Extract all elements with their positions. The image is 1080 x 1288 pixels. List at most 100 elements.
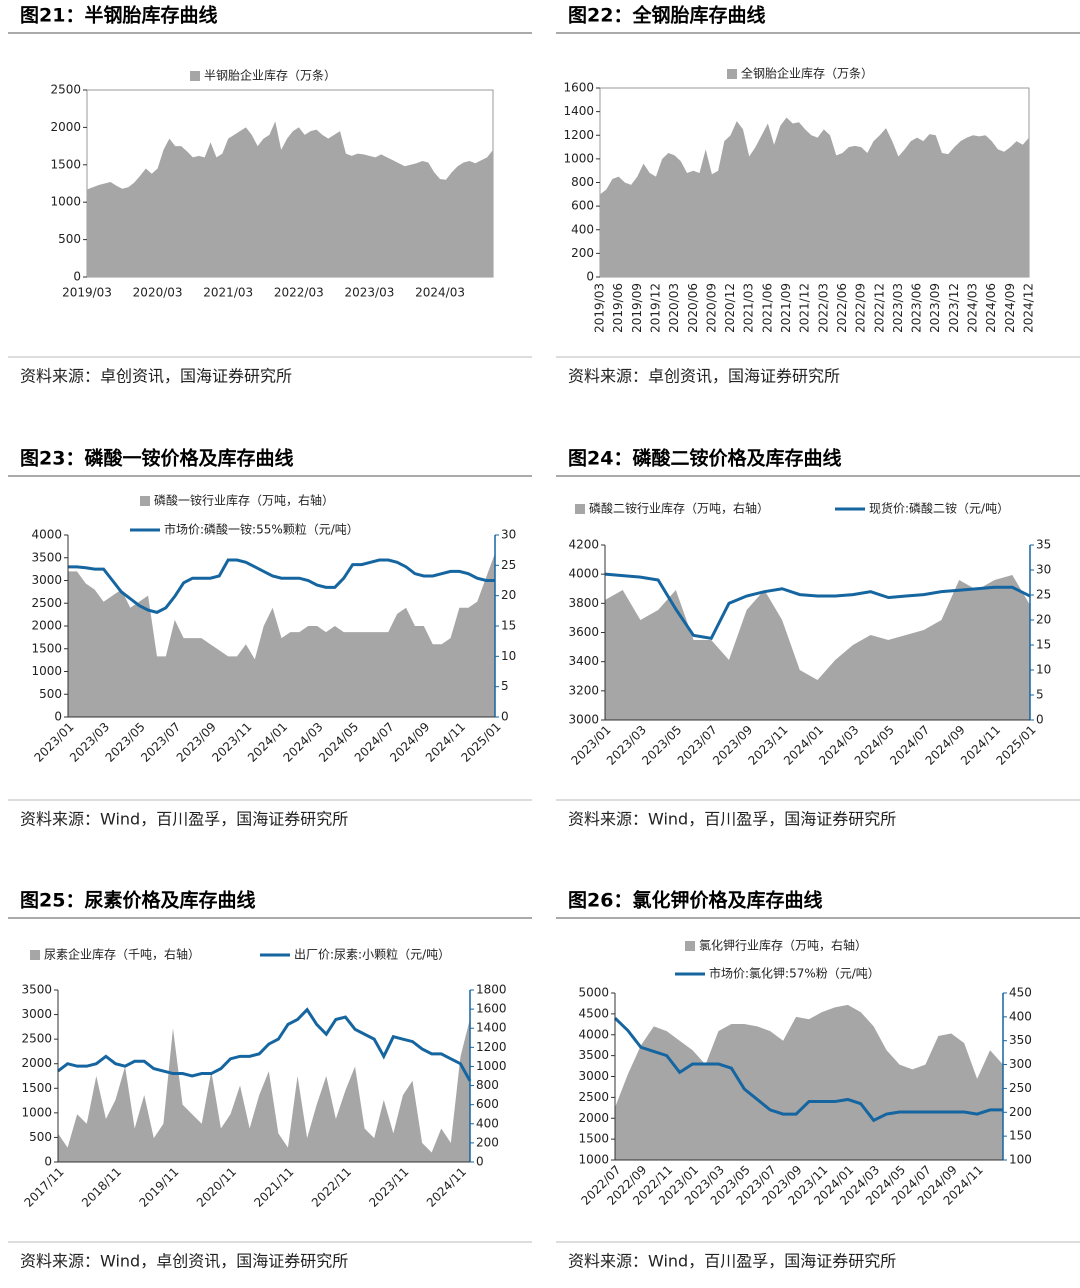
y-tick-label: 2000	[50, 120, 81, 134]
x-tick-label: 2019/06	[611, 283, 625, 333]
figure-title: 图24：磷酸二铵价格及库存曲线	[568, 447, 841, 470]
x-tick-label: 2022/06	[835, 283, 849, 333]
x-tick-label: 2020/06	[686, 283, 700, 333]
x-tick-label: 2022/03	[274, 286, 324, 300]
x-tick-label: 2022/03	[816, 283, 830, 333]
area	[605, 575, 1030, 720]
x-tick-label: 2018/11	[79, 1165, 124, 1210]
y-tick-label: 4200	[568, 538, 599, 552]
y-tick-label: 3600	[568, 625, 599, 639]
legend-swatch	[190, 71, 200, 81]
legend-label: 磷酸二铵行业库存（万吨，右轴）	[589, 501, 769, 516]
legend-swatch	[30, 950, 40, 960]
source-note: 资料来源：Wind，百川盈孚，国海证券研究所	[20, 810, 348, 829]
y-tick-label: 200	[571, 246, 594, 260]
y2-tick-label: 5	[501, 679, 509, 693]
y2-tick-label: 20	[501, 588, 516, 602]
x-tick-label: 2024/03	[415, 286, 465, 300]
x-tick-label: 2020/11	[194, 1165, 239, 1210]
figure-title: 图25：尿素价格及库存曲线	[20, 889, 255, 912]
area	[600, 117, 1029, 277]
legend-label: 市场价:磷酸一铵:55%颗粒（元/吨）	[164, 522, 359, 537]
x-tick-label: 2023/03	[345, 286, 395, 300]
x-tick-label: 2023/09	[928, 283, 942, 333]
y2-tick-label: 1200	[476, 1040, 507, 1054]
x-tick-label: 2023/06	[910, 283, 924, 333]
area	[615, 1004, 1003, 1160]
y2-tick-label: 150	[1009, 1129, 1032, 1143]
y2-tick-label: 200	[1009, 1105, 1032, 1119]
y-tick-label: 1000	[21, 1105, 52, 1119]
legend-label: 全钢胎企业库存（万条）	[741, 66, 873, 81]
x-tick-label: 2023/03	[891, 283, 905, 333]
x-tick-label: 2024/12	[1022, 283, 1036, 333]
x-tick-label: 2025/01	[458, 720, 503, 765]
area	[87, 121, 493, 277]
y-tick-label: 3500	[31, 550, 62, 564]
y-tick-label: 4000	[578, 1027, 609, 1041]
y-tick-label: 1600	[563, 81, 594, 95]
x-tick-label: 2019/09	[630, 283, 644, 333]
area	[58, 1018, 470, 1162]
y-tick-label: 2500	[31, 596, 62, 610]
y2-tick-label: 250	[1009, 1081, 1032, 1095]
y-tick-label: 0	[586, 270, 594, 284]
y-tick-label: 3000	[578, 1069, 609, 1083]
y-tick-label: 1400	[563, 104, 594, 118]
legend-swatch	[140, 496, 150, 506]
y2-tick-label: 15	[501, 619, 516, 633]
y-tick-label: 500	[29, 1130, 52, 1144]
y-tick-label: 1500	[21, 1081, 52, 1095]
y-tick-label: 800	[571, 175, 594, 189]
x-tick-label: 2023/12	[947, 283, 961, 333]
y2-tick-label: 10	[501, 649, 516, 663]
y-tick-label: 4500	[578, 1006, 609, 1020]
source-note: 资料来源：卓创资讯，国海证券研究所	[568, 367, 840, 386]
y2-tick-label: 0	[501, 710, 509, 724]
legend-label: 出厂价:尿素:小颗粒（元/吨）	[294, 947, 450, 962]
y-tick-label: 500	[58, 232, 81, 246]
y-tick-label: 0	[73, 270, 81, 284]
y-tick-label: 0	[54, 710, 62, 724]
y2-tick-label: 30	[501, 528, 516, 542]
x-tick-label: 2021/03	[742, 283, 756, 333]
y2-tick-label: 1600	[476, 1002, 507, 1016]
x-tick-label: 2019/03	[62, 286, 112, 300]
x-tick-label: 2024/11	[424, 1165, 469, 1210]
y-tick-label: 3000	[568, 713, 599, 727]
y-tick-label: 3000	[21, 1007, 52, 1021]
x-tick-label: 2019/03	[593, 283, 607, 333]
x-tick-label: 2021/11	[251, 1165, 296, 1210]
y-tick-label: 3400	[568, 654, 599, 668]
y2-tick-label: 600	[476, 1097, 499, 1111]
x-tick-label: 2020/03	[667, 283, 681, 333]
y-tick-label: 1000	[578, 1153, 609, 1167]
line	[613, 1016, 1003, 1123]
y-tick-label: 2000	[21, 1056, 52, 1070]
x-tick-label: 2020/09	[704, 283, 718, 333]
y2-tick-label: 800	[476, 1078, 499, 1092]
x-tick-label: 2019/12	[648, 283, 662, 333]
y2-tick-label: 25	[1036, 588, 1051, 602]
x-tick-label: 2021/06	[760, 283, 774, 333]
x-tick-label: 2017/11	[21, 1165, 66, 1210]
x-tick-label: 2021/09	[779, 283, 793, 333]
x-tick-label: 2024/03	[966, 283, 980, 333]
legend-label: 尿素企业库存（千吨，右轴）	[44, 947, 200, 962]
x-tick-label: 2021/03	[203, 286, 253, 300]
x-tick-label: 2019/11	[136, 1165, 181, 1210]
legend-label: 半钢胎企业库存（万条）	[204, 68, 336, 83]
figure-title: 图22：全钢胎库存曲线	[568, 4, 765, 27]
source-note: 资料来源：Wind，卓创资讯，国海证券研究所	[20, 1252, 348, 1271]
y-tick-label: 1500	[31, 641, 62, 655]
legend-label: 市场价:氯化钾:57%粉（元/吨）	[709, 966, 880, 981]
y2-tick-label: 350	[1009, 1033, 1032, 1047]
y2-tick-label: 400	[1009, 1009, 1032, 1023]
y2-tick-label: 35	[1036, 538, 1051, 552]
y2-tick-label: 20	[1036, 613, 1051, 627]
legend-swatch	[685, 941, 695, 951]
y-tick-label: 1000	[563, 151, 594, 165]
y-tick-label: 4000	[568, 567, 599, 581]
x-tick-label: 2020/03	[133, 286, 183, 300]
